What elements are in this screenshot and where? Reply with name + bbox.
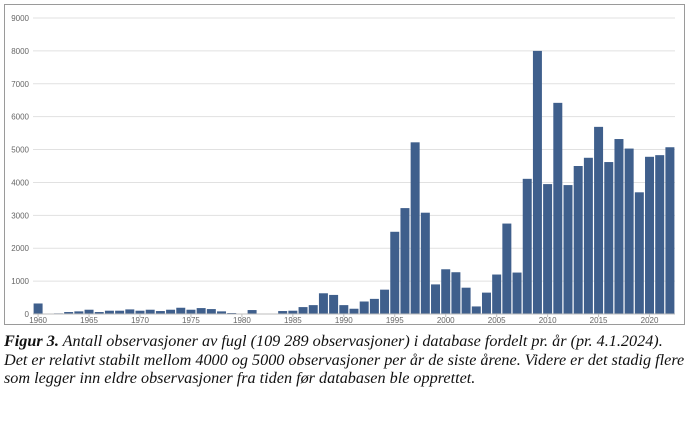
bar-2003 — [471, 306, 481, 314]
bar-2013 — [573, 166, 583, 314]
bar-1984 — [278, 311, 288, 314]
gridlines — [33, 17, 675, 315]
bar-1976 — [196, 308, 206, 314]
bar-1999 — [431, 284, 441, 314]
bar-1966 — [94, 312, 104, 314]
bar-1969 — [125, 309, 135, 314]
bar-2002 — [461, 287, 471, 314]
x-tick-label: 1970 — [131, 316, 149, 324]
bar-1996 — [400, 208, 410, 314]
x-tick-label: 1975 — [182, 316, 200, 324]
bar-1964 — [74, 311, 84, 314]
y-tick-label: 9000 — [11, 14, 29, 23]
x-tick-label: 2000 — [437, 316, 455, 324]
bar-1995 — [390, 231, 400, 314]
y-axis: 0 1000 2000 3000 4000 5000 6000 7000 8000 9000 — [11, 14, 29, 319]
bar-1974 — [176, 307, 186, 314]
x-tick-label: 1960 — [29, 316, 47, 324]
bar-2015 — [594, 126, 604, 314]
bar-2009 — [532, 50, 542, 314]
bar-2011 — [553, 102, 563, 314]
x-axis: 1960 1965 1970 1975 1980 1985 1990 1995 2000 2005… — [29, 313, 675, 324]
y-tick-label: 7000 — [11, 80, 29, 89]
bar-1985 — [288, 310, 298, 314]
bar-2012 — [563, 185, 573, 314]
bar-1970 — [135, 310, 145, 314]
chart-frame: 0 1000 2000 3000 4000 5000 6000 7000 8000 9000 19… — [4, 4, 685, 325]
bar-2016 — [604, 162, 614, 314]
bar-1998 — [420, 212, 430, 314]
bar-2019 — [634, 192, 644, 314]
bar-1977 — [206, 309, 216, 314]
caption-label: Figur 3. — [4, 332, 59, 350]
figure-caption: Figur 3. Antall observasjoner av fugl (1… — [4, 332, 688, 388]
y-tick-label: 8000 — [11, 47, 29, 56]
y-tick-label: 1000 — [11, 277, 29, 286]
x-tick-label: 1980 — [233, 316, 251, 324]
bar-1960 — [33, 303, 43, 314]
bar-chart: 0 1000 2000 3000 4000 5000 6000 7000 8000 9000 19… — [11, 14, 675, 324]
y-tick-label: 3000 — [11, 211, 29, 220]
bar-1975 — [186, 309, 196, 314]
bar-2017 — [614, 139, 624, 314]
bar-2001 — [451, 272, 461, 314]
bar-2021 — [655, 155, 665, 314]
bar-1968 — [115, 310, 125, 314]
bar-2014 — [583, 157, 593, 314]
bar-2022 — [665, 147, 675, 314]
x-tick-label: 2010 — [539, 316, 557, 324]
bar-2020 — [645, 156, 655, 314]
bar-2005 — [492, 274, 502, 314]
bar-1986 — [298, 307, 308, 314]
y-tick-label: 0 — [25, 310, 30, 319]
bar-1965 — [84, 309, 94, 314]
bar-2008 — [522, 178, 532, 314]
y-tick-label: 6000 — [11, 113, 29, 122]
bar-1963 — [64, 312, 74, 314]
x-tick-label: 1985 — [284, 316, 302, 324]
x-tick-label: 2005 — [488, 316, 506, 324]
x-tick-label: 2015 — [590, 316, 608, 324]
bar-1972 — [155, 311, 165, 314]
bar-2018 — [624, 148, 634, 314]
bar-1992 — [359, 301, 369, 314]
bar-1991 — [349, 308, 359, 314]
bar-1989 — [329, 294, 339, 314]
bar-2010 — [543, 184, 553, 314]
bar-1973 — [166, 309, 176, 314]
caption-text: Antall observasjoner av fugl (109 289 ob… — [4, 332, 685, 388]
bar-1994 — [380, 289, 390, 314]
bar-1993 — [369, 298, 379, 314]
bar-1987 — [308, 305, 318, 314]
bar-1997 — [410, 142, 420, 314]
x-tick-label: 1995 — [386, 316, 404, 324]
y-tick-label: 5000 — [11, 146, 29, 155]
x-tick-label: 1965 — [80, 316, 98, 324]
bar-2000 — [441, 269, 451, 314]
x-tick-label: 1990 — [335, 316, 353, 324]
bar-1990 — [339, 305, 349, 314]
bars — [33, 50, 675, 314]
bar-2006 — [502, 223, 512, 314]
bar-1967 — [104, 310, 114, 314]
bar-2004 — [481, 292, 491, 314]
bar-1981 — [247, 310, 257, 314]
x-tick-label: 2020 — [641, 316, 659, 324]
y-tick-label: 2000 — [11, 244, 29, 253]
bar-1988 — [318, 293, 328, 314]
bar-2007 — [512, 272, 522, 314]
bar-1971 — [145, 309, 155, 314]
bar-1978 — [217, 311, 227, 314]
y-tick-label: 4000 — [11, 178, 29, 187]
